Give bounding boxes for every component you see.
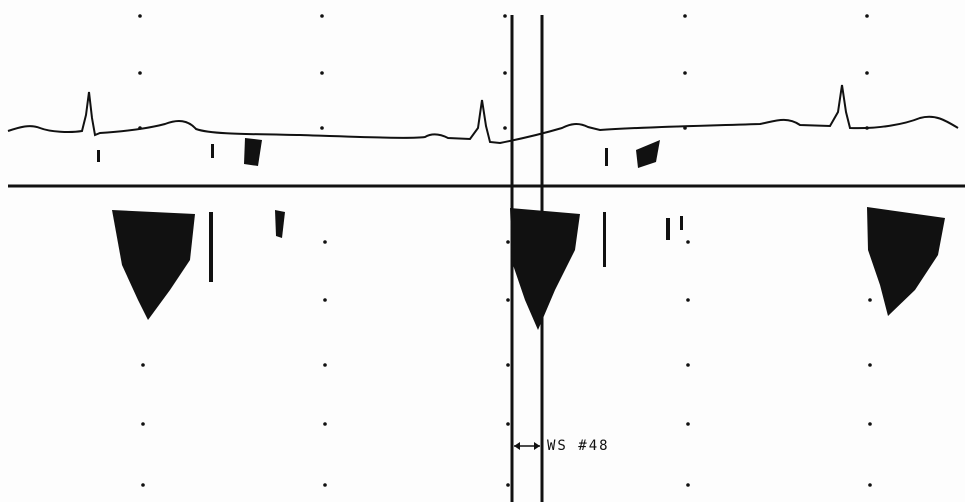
grid-dot <box>683 71 687 75</box>
grid-dot <box>323 422 327 426</box>
grid-dot <box>320 126 324 130</box>
grid-dot <box>865 14 869 18</box>
grid-dot <box>323 240 327 244</box>
artifact <box>603 212 606 267</box>
grid-dot <box>686 422 690 426</box>
grid-dot <box>320 71 324 75</box>
grid-dot <box>506 240 510 244</box>
grid-dot <box>868 363 872 367</box>
grid-dot <box>141 363 145 367</box>
grid-dot <box>320 14 324 18</box>
arrow-heads <box>514 442 540 450</box>
grid-dot <box>141 422 145 426</box>
artifact <box>211 144 214 158</box>
grid-dot <box>506 483 510 487</box>
artifact <box>680 216 683 230</box>
grid-dot <box>141 483 145 487</box>
grid-dot <box>683 14 687 18</box>
artifact <box>244 138 262 166</box>
grid-dot <box>686 363 690 367</box>
grid-dot <box>506 363 510 367</box>
artifact <box>97 150 100 162</box>
grid-dot <box>868 483 872 487</box>
grid-dot <box>868 422 872 426</box>
grid-dot <box>323 483 327 487</box>
artifact <box>666 218 670 240</box>
grid-dot <box>138 71 142 75</box>
grid-dot <box>138 14 142 18</box>
artifact <box>605 148 608 166</box>
spectral-envelope <box>510 208 580 330</box>
grid-dot <box>506 422 510 426</box>
spectral-envelope <box>112 210 195 320</box>
window-label: WS #48 <box>547 438 610 454</box>
spectral-envelope <box>867 207 945 316</box>
grid-dot <box>686 483 690 487</box>
ecg-trace <box>7 84 959 145</box>
doppler-signals <box>97 138 945 330</box>
artifact <box>636 140 660 168</box>
grid-dot <box>323 298 327 302</box>
grid-dot <box>503 71 507 75</box>
grid-dot <box>506 298 510 302</box>
grid-dot <box>686 240 690 244</box>
grid-dot <box>865 71 869 75</box>
artifact <box>209 212 213 282</box>
grid-dot <box>503 14 507 18</box>
grid-dot <box>868 298 872 302</box>
grid-dot <box>503 126 507 130</box>
grid-dot <box>323 363 327 367</box>
artifact <box>275 210 285 238</box>
grid-dot <box>686 298 690 302</box>
